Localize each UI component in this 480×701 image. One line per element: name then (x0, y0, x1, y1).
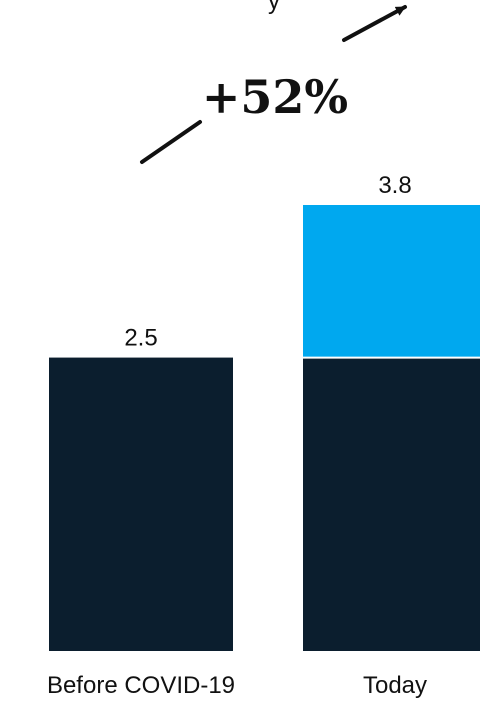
trend-line-left (140, 120, 202, 164)
bar-0-segment-0 (49, 357, 233, 651)
top-text-fragment: y (268, 0, 280, 15)
bars-layer (49, 205, 480, 651)
bar-1-segment-0 (303, 357, 480, 651)
trend-arrow-right (342, 5, 407, 42)
category-label-1: Today (363, 672, 427, 699)
change-label: +52% (202, 70, 348, 124)
category-label-0: Before COVID-19 (47, 672, 235, 699)
labels-layer: 2.5 Before COVID-19 3.8 Today (47, 172, 427, 699)
bar-1-segment-1 (303, 205, 480, 358)
bar-value-label-0: 2.5 (124, 325, 157, 352)
bar-value-label-1: 3.8 (378, 172, 411, 199)
